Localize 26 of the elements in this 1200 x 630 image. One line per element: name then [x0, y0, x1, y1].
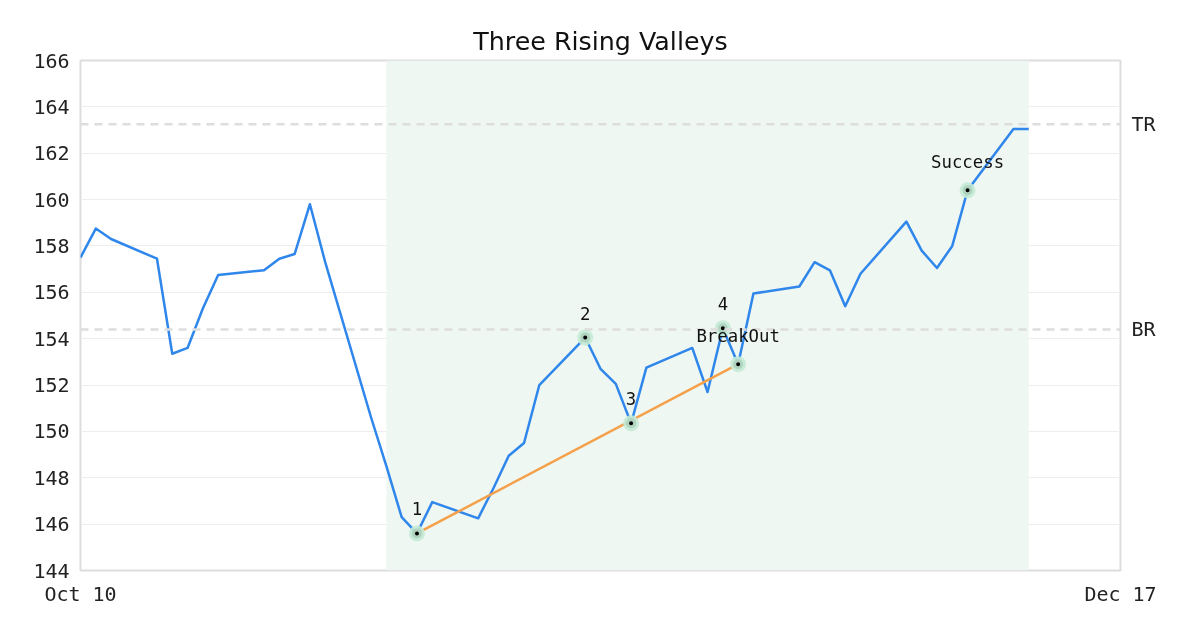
ref-line-label: BR [1131, 317, 1157, 342]
y-tick-label: 150 [33, 419, 70, 444]
ref-line-label: TR [1131, 112, 1157, 137]
y-tick-label: 158 [33, 233, 70, 258]
point [577, 329, 594, 346]
y-tick-label: 144 [33, 558, 70, 583]
x-tick-label: Oct 10 [44, 581, 117, 606]
y-tick-label: 166 [33, 48, 70, 73]
y-tick-label: 160 [33, 187, 70, 212]
y-tick-label: 164 [33, 94, 70, 119]
y-tick-label: 152 [33, 373, 70, 398]
point [730, 356, 747, 373]
y-tick-label: 148 [33, 465, 70, 490]
annotation: 3 [625, 389, 637, 410]
point [623, 415, 640, 432]
annotation: 2 [579, 303, 591, 324]
annotation: 4 [717, 294, 729, 315]
point [408, 525, 425, 542]
annotation: 1 [411, 499, 423, 520]
chart-title: Three Rising Valleys [472, 25, 728, 56]
y-tick-label: 162 [33, 141, 70, 166]
y-tick-label: 154 [33, 326, 70, 351]
x-tick-label: Dec 17 [1084, 581, 1157, 606]
y-tick-label: 156 [33, 280, 70, 305]
point [959, 182, 976, 199]
y-tick-label: 146 [33, 512, 70, 537]
